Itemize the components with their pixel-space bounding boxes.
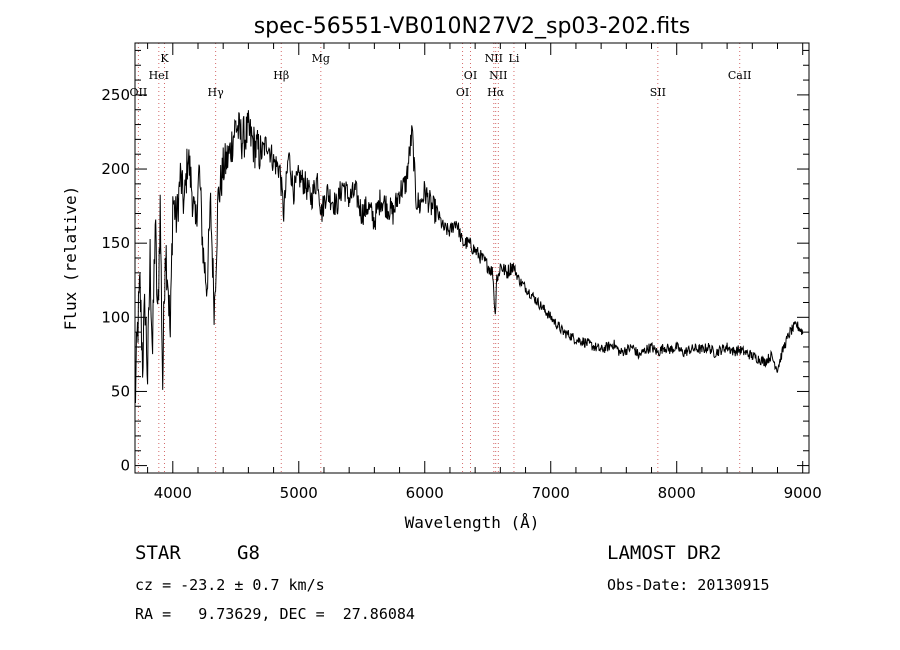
plot-frame — [134, 42, 810, 474]
spectral-line-label: SII — [650, 86, 666, 99]
y-tick-label: 100 — [101, 308, 130, 326]
spectral-line-label: Mg — [312, 52, 330, 65]
spectrum-series-line — [134, 110, 804, 404]
coordinates: RA = 9.73629, DEC = 27.86084 — [135, 605, 415, 623]
object-class: STAR — [135, 542, 181, 564]
y-tick-label: 150 — [101, 234, 130, 252]
survey-release: LAMOST DR2 — [607, 542, 722, 564]
spectral-line-label: CaII — [728, 69, 752, 82]
spectral-line-label: Hγ — [208, 86, 225, 99]
x-tick-label: 9000 — [784, 484, 822, 502]
spectral-line-label: OII — [130, 86, 148, 99]
axes: 4000 5000 6000 7000 8000 9000 0 50 100 150 200 250 — [101, 43, 822, 502]
spectral-line-label: Hα — [487, 86, 505, 99]
spectral-line-label: Hβ — [273, 69, 289, 82]
y-tick-label: 50 — [111, 382, 130, 400]
spectral-line-label: Li — [509, 52, 520, 65]
subclass: G8 — [237, 542, 260, 564]
x-tick-label: 4000 — [154, 484, 192, 502]
spectral-line-label: K — [160, 52, 169, 65]
observation-date: Obs-Date: 20130915 — [607, 576, 770, 594]
spectral-line-label: OI — [464, 69, 477, 82]
spectral-line-markers: OII K HeI Hγ Hβ Mg OI OI NII NII Hα Li SII CaII — [130, 43, 752, 473]
spectral-line-label: NII — [485, 52, 503, 65]
y-tick-label: 250 — [101, 86, 130, 104]
x-tick-label: 7000 — [532, 484, 570, 502]
redshift-velocity: cz = -23.2 ± 0.7 km/s — [135, 576, 325, 594]
x-axis-label: Wavelength (Å) — [405, 513, 540, 532]
y-tick-label: 0 — [120, 457, 130, 475]
spectral-line-label: HeI — [149, 69, 169, 82]
spectral-line-label: NII — [489, 69, 507, 82]
y-axis-label: Flux (relative) — [61, 186, 80, 331]
x-tick-label: 6000 — [406, 484, 444, 502]
spectral-line-label: OI — [456, 86, 469, 99]
y-tick-label: 200 — [101, 160, 130, 178]
chart-title: spec-56551-VB010N27V2_sp03-202.fits — [254, 14, 691, 39]
x-tick-label: 5000 — [280, 484, 318, 502]
x-tick-label: 8000 — [658, 484, 696, 502]
